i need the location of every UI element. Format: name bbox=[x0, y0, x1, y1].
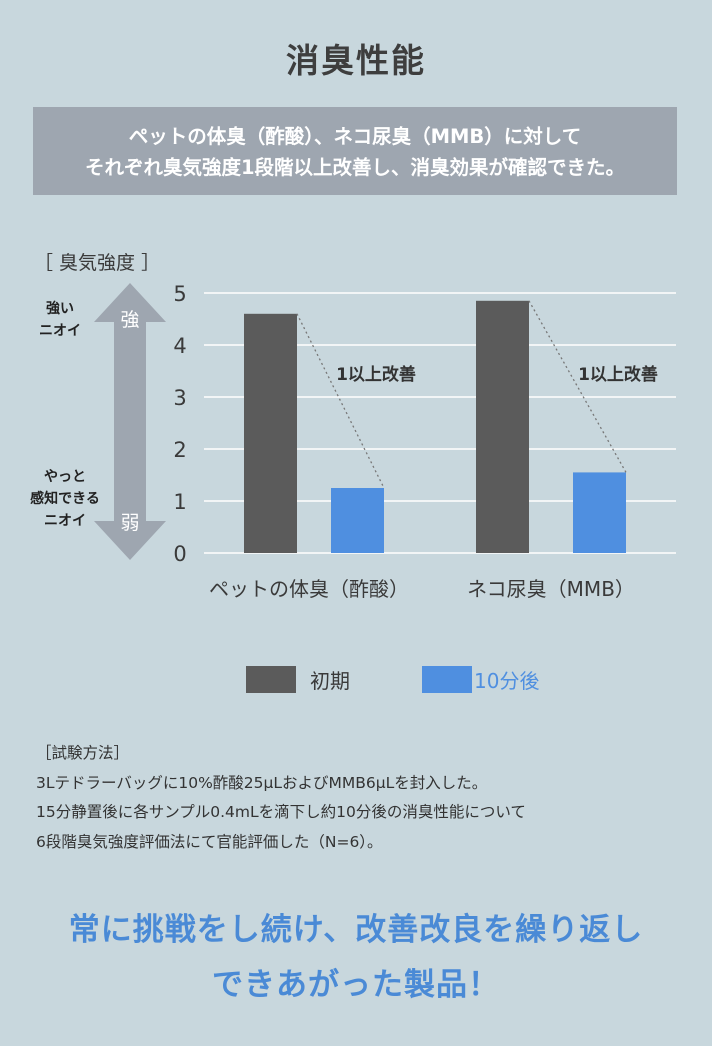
arrow-weak-text: 弱 bbox=[120, 512, 140, 534]
legend-label-after: 10分後 bbox=[474, 668, 540, 693]
y-tick-label: 0 bbox=[173, 542, 186, 566]
legend-label-initial: 初期 bbox=[310, 668, 350, 693]
improvement-dashed-line bbox=[528, 300, 627, 473]
legend-swatch-after bbox=[422, 665, 472, 693]
improvement-dashed-line bbox=[296, 313, 385, 489]
bar-after bbox=[573, 472, 626, 553]
odor-intensity-caption: ［ 臭気強度 ］ bbox=[34, 252, 161, 274]
category-label: ペットの体臭（酢酸） bbox=[209, 577, 409, 601]
strong-odor-label: 強い ニオイ bbox=[39, 301, 81, 339]
bar-after bbox=[331, 488, 384, 553]
bar-initial bbox=[244, 313, 297, 553]
y-tick-label: 4 bbox=[173, 334, 186, 358]
legend-after: 10分後 bbox=[422, 664, 539, 694]
method-heading: ［試験方法］ bbox=[36, 744, 130, 762]
method-line-3: 6段階臭気強度評価法にて官能評価した（N=6）。 bbox=[36, 832, 383, 851]
intensity-arrow-icon bbox=[94, 283, 166, 560]
tagline: 常に挑戦をし続け、改善改良を繰り返し できあがった製品！ bbox=[0, 903, 712, 1013]
improvement-label: 1以上改善 bbox=[578, 364, 658, 385]
test-method: ［試験方法］ 3Lテドラーバッグに10%酢酸25μLおよびMMB6μLを封入した… bbox=[36, 739, 526, 857]
method-line-2: 15分静置後に各サンプル0.4mLを滴下し約10分後の消臭性能について bbox=[36, 803, 526, 821]
arrow-strong-text: 強 bbox=[120, 309, 140, 331]
summary-box: ペットの体臭（酢酸）、ネコ尿臭（MMB）に対して それぞれ臭気強度1段階以上改善… bbox=[33, 107, 677, 195]
y-tick-label: 5 bbox=[173, 282, 186, 306]
summary-line-1: ペットの体臭（酢酸）、ネコ尿臭（MMB）に対して bbox=[128, 125, 582, 148]
y-tick-label: 3 bbox=[173, 386, 186, 410]
weak-odor-label: やっと 感知できる ニオイ bbox=[30, 469, 100, 529]
y-tick-label: 1 bbox=[173, 490, 186, 514]
summary-line-2: それぞれ臭気強度1段階以上改善し、消臭効果が確認できた。 bbox=[84, 156, 626, 179]
y-tick-label: 2 bbox=[173, 438, 186, 462]
method-line-1: 3Lテドラーバッグに10%酢酸25μLおよびMMB6μLを封入した。 bbox=[36, 773, 488, 792]
page-title: 消臭性能 bbox=[286, 41, 426, 80]
category-label: ネコ尿臭（MMB） bbox=[467, 577, 635, 601]
tagline-line-1: 常に挑戦をし続け、改善改良を繰り返し bbox=[68, 912, 644, 948]
tagline-line-2: できあがった製品！ bbox=[212, 967, 500, 1003]
legend-initial: 初期 bbox=[246, 664, 350, 694]
legend-swatch-initial bbox=[246, 665, 296, 693]
bar-initial bbox=[476, 300, 529, 553]
improvement-label: 1以上改善 bbox=[336, 364, 416, 385]
